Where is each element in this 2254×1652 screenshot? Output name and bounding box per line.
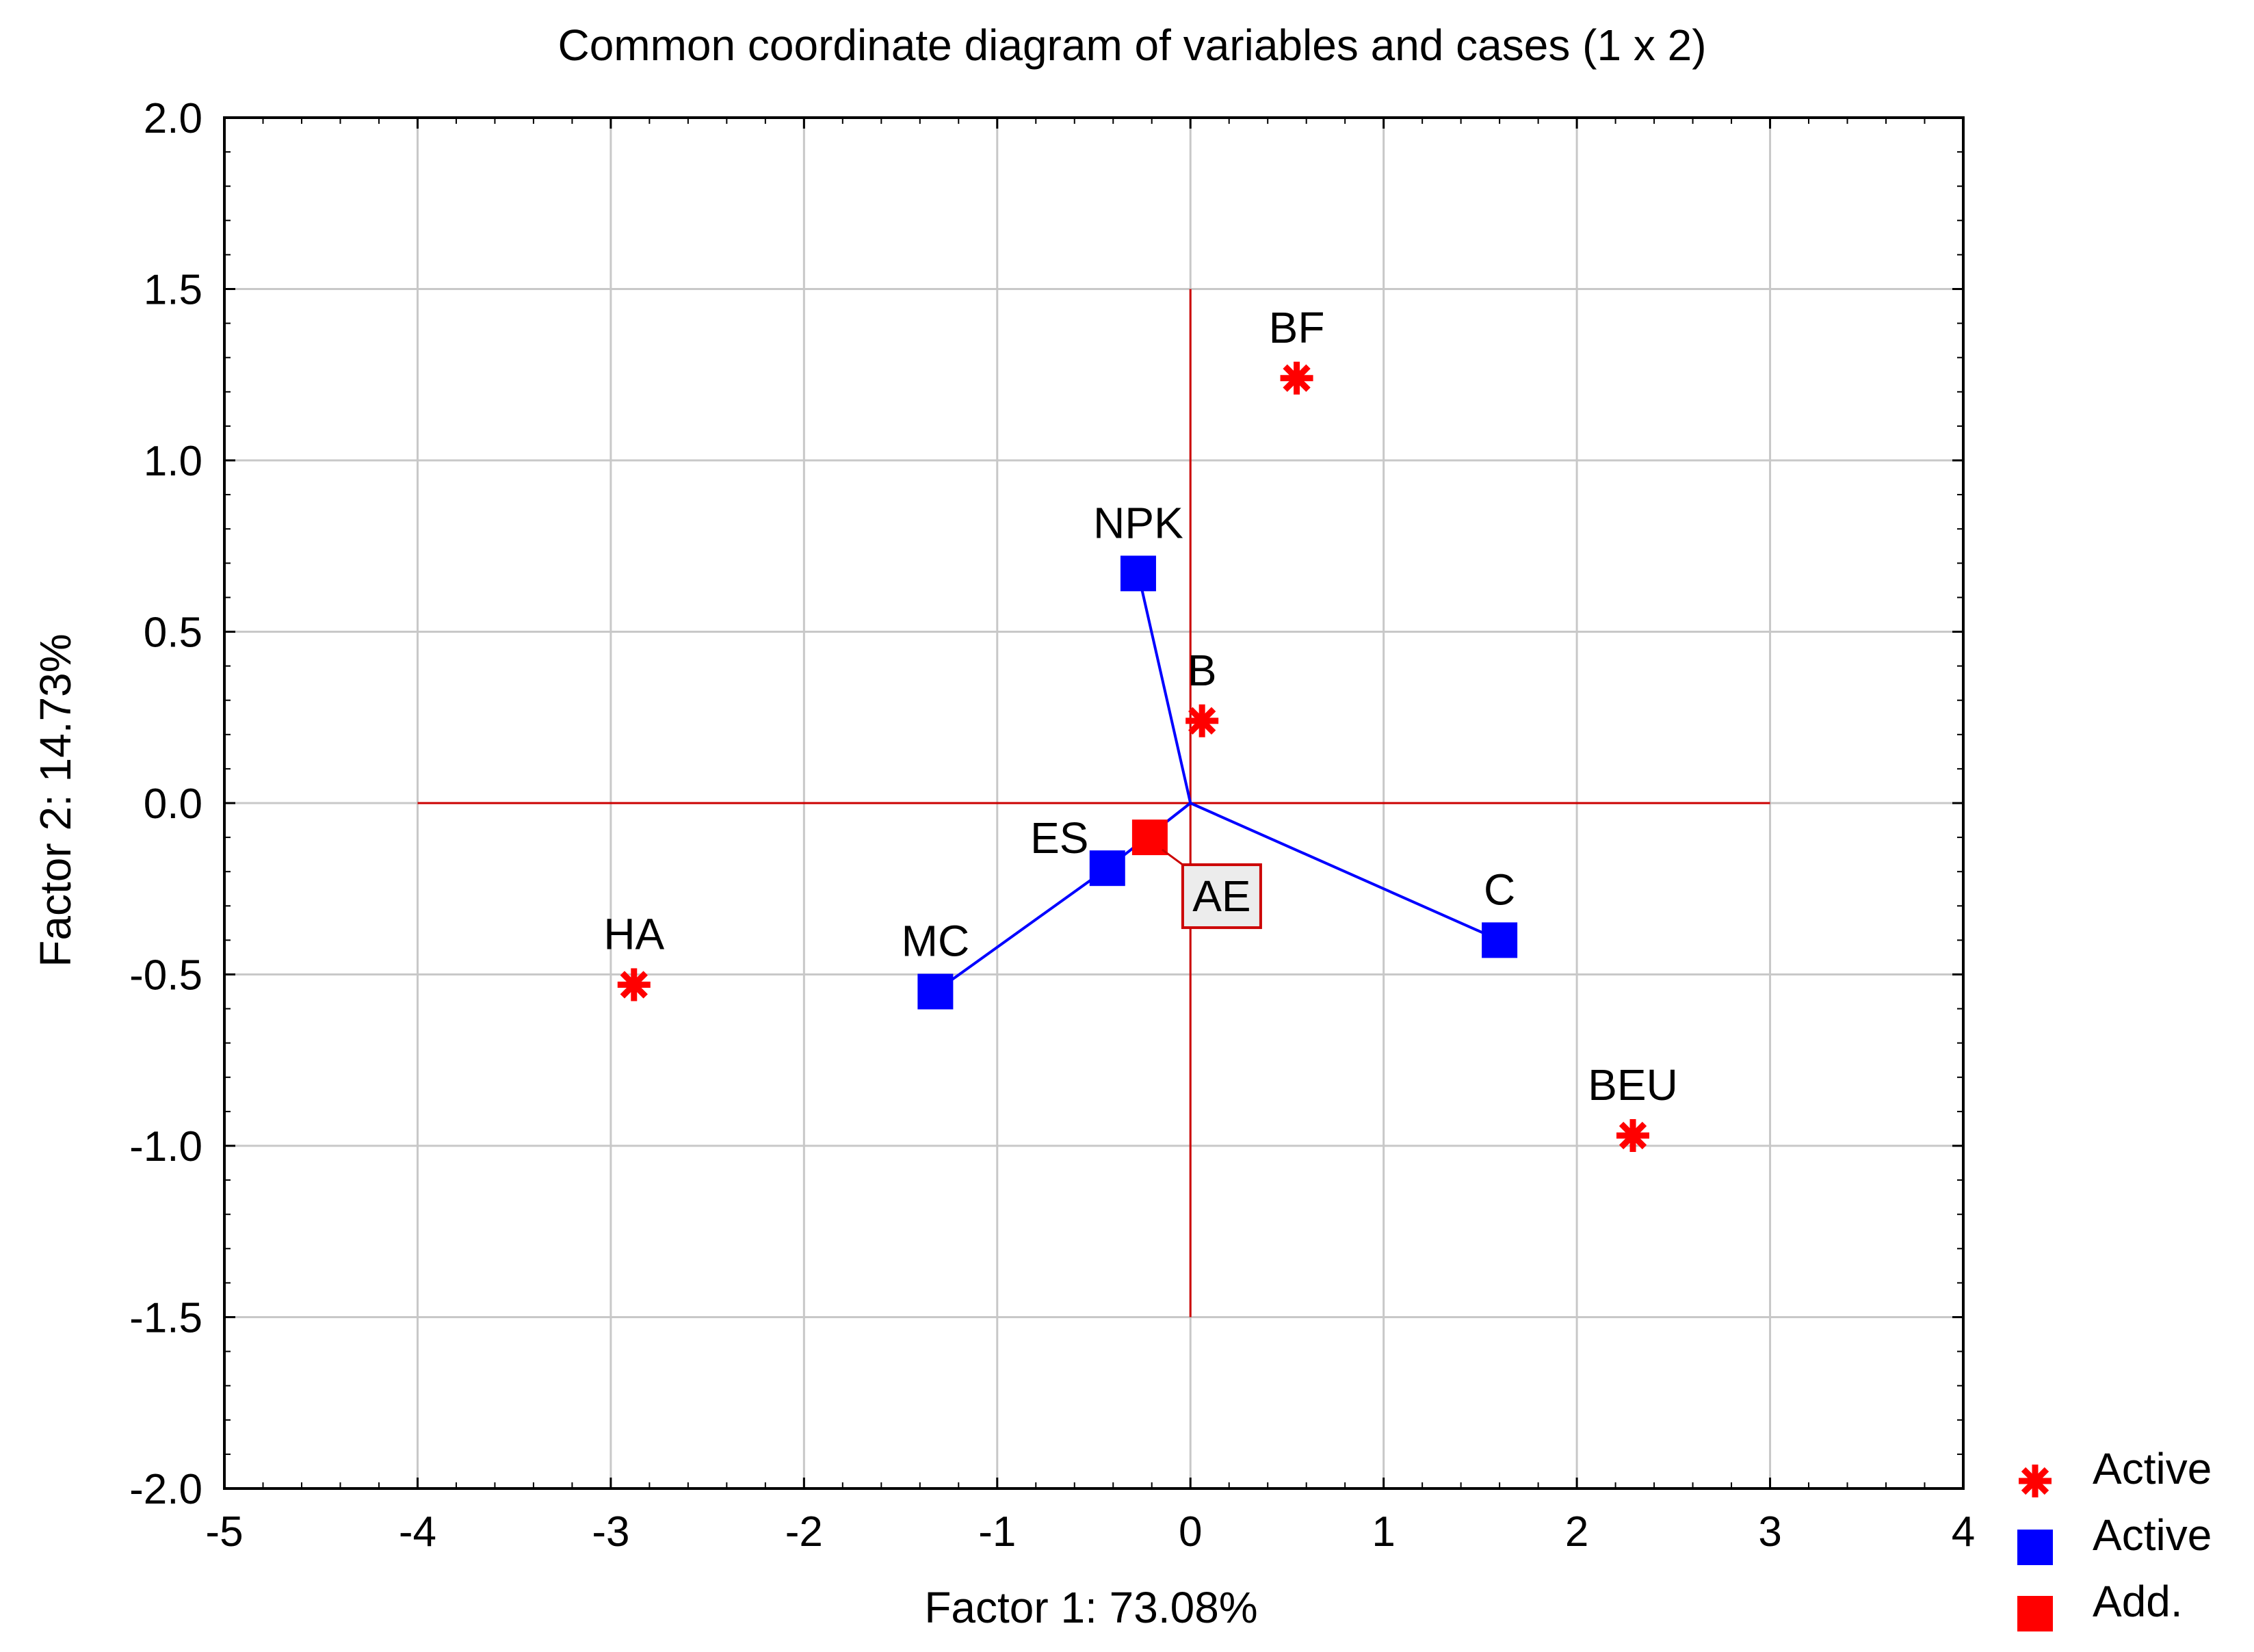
x-tick-label: 4	[1952, 1508, 1975, 1556]
asterisk-stroke	[2021, 1467, 2049, 1495]
x-tick-label: -3	[592, 1508, 629, 1556]
point-b	[1185, 704, 1219, 737]
y-tick-label: 2.0	[144, 95, 202, 142]
point-ha	[617, 968, 651, 1001]
y-tick-label: -2.0	[129, 1466, 202, 1513]
point-label-beu: BEU	[1588, 1060, 1678, 1110]
point-label-b: B	[1188, 646, 1217, 695]
x-tick-label: -1	[978, 1508, 1016, 1556]
data-points	[617, 361, 1650, 1152]
asterisk-stroke	[1619, 1121, 1647, 1150]
legend-label-2: Add.	[2093, 1577, 2183, 1626]
y-tick-label: 1.5	[144, 267, 202, 314]
label-ae-box	[1181, 863, 1262, 930]
label-ae-leader	[1162, 848, 1183, 866]
x-tick-label: -2	[785, 1508, 823, 1556]
y-tick-label: -1.0	[129, 1123, 202, 1170]
asterisk-stroke	[1188, 707, 1216, 735]
axis-ticks: -5 -4 -3 -2 -1 0 1 2 3 4 2.0 1.5 1.0 0.5 0.0 -0.5 -1.0 -1…	[129, 95, 1975, 1556]
legend-label-0: Active	[2093, 1444, 2212, 1493]
legend: Active Active Add.	[2017, 1444, 2212, 1631]
asterisk-stroke	[620, 971, 648, 999]
legend-marker-0	[2019, 1465, 2052, 1497]
x-tick-label: 0	[1179, 1508, 1202, 1556]
x-tick-label: 2	[1565, 1508, 1588, 1556]
y-tick-label: -0.5	[129, 952, 202, 999]
point-label-es: ES	[1030, 813, 1088, 863]
y-tick-label: 0.0	[144, 781, 202, 828]
vector-line	[1190, 802, 1500, 942]
vector-line	[1137, 573, 1192, 804]
point-beu	[1616, 1118, 1650, 1152]
point-bf	[1280, 361, 1313, 395]
y-tick-label: 1.0	[144, 438, 202, 485]
y-axis-title: Factor 2: 14.73%	[31, 633, 80, 967]
point-npk	[1120, 555, 1156, 592]
point-label-ae: AE	[1192, 871, 1250, 921]
y-tick-label: -1.5	[129, 1295, 202, 1342]
legend-marker-1	[2017, 1530, 2053, 1565]
point-label-npk: NPK	[1093, 498, 1183, 547]
legend-label-1: Active	[2093, 1510, 2212, 1560]
point-mc	[917, 973, 954, 1010]
y-tick-label: 0.5	[144, 609, 202, 657]
x-tick-label: 3	[1758, 1508, 1781, 1556]
point-label-ha: HA	[603, 910, 664, 959]
x-tick-label: 1	[1372, 1508, 1395, 1556]
asterisk-stroke	[1283, 364, 1311, 392]
legend-marker-2	[2017, 1596, 2053, 1631]
point-label-mc: MC	[902, 917, 970, 966]
point-ae	[1131, 820, 1168, 856]
chart-title: Common coordinate diagram of variables a…	[558, 21, 1706, 70]
point-c	[1482, 922, 1518, 958]
x-tick-label: -5	[205, 1508, 243, 1556]
point-label-bf: BF	[1269, 303, 1325, 352]
vector-line	[934, 867, 1108, 993]
x-tick-label: -4	[399, 1508, 436, 1556]
point-es	[1089, 850, 1125, 887]
point-label-c: C	[1484, 865, 1515, 914]
x-axis-title: Factor 1: 73.08%	[924, 1583, 1257, 1632]
point-labels: BF B HA BEU NPK ES MC C AE	[603, 303, 1677, 1110]
